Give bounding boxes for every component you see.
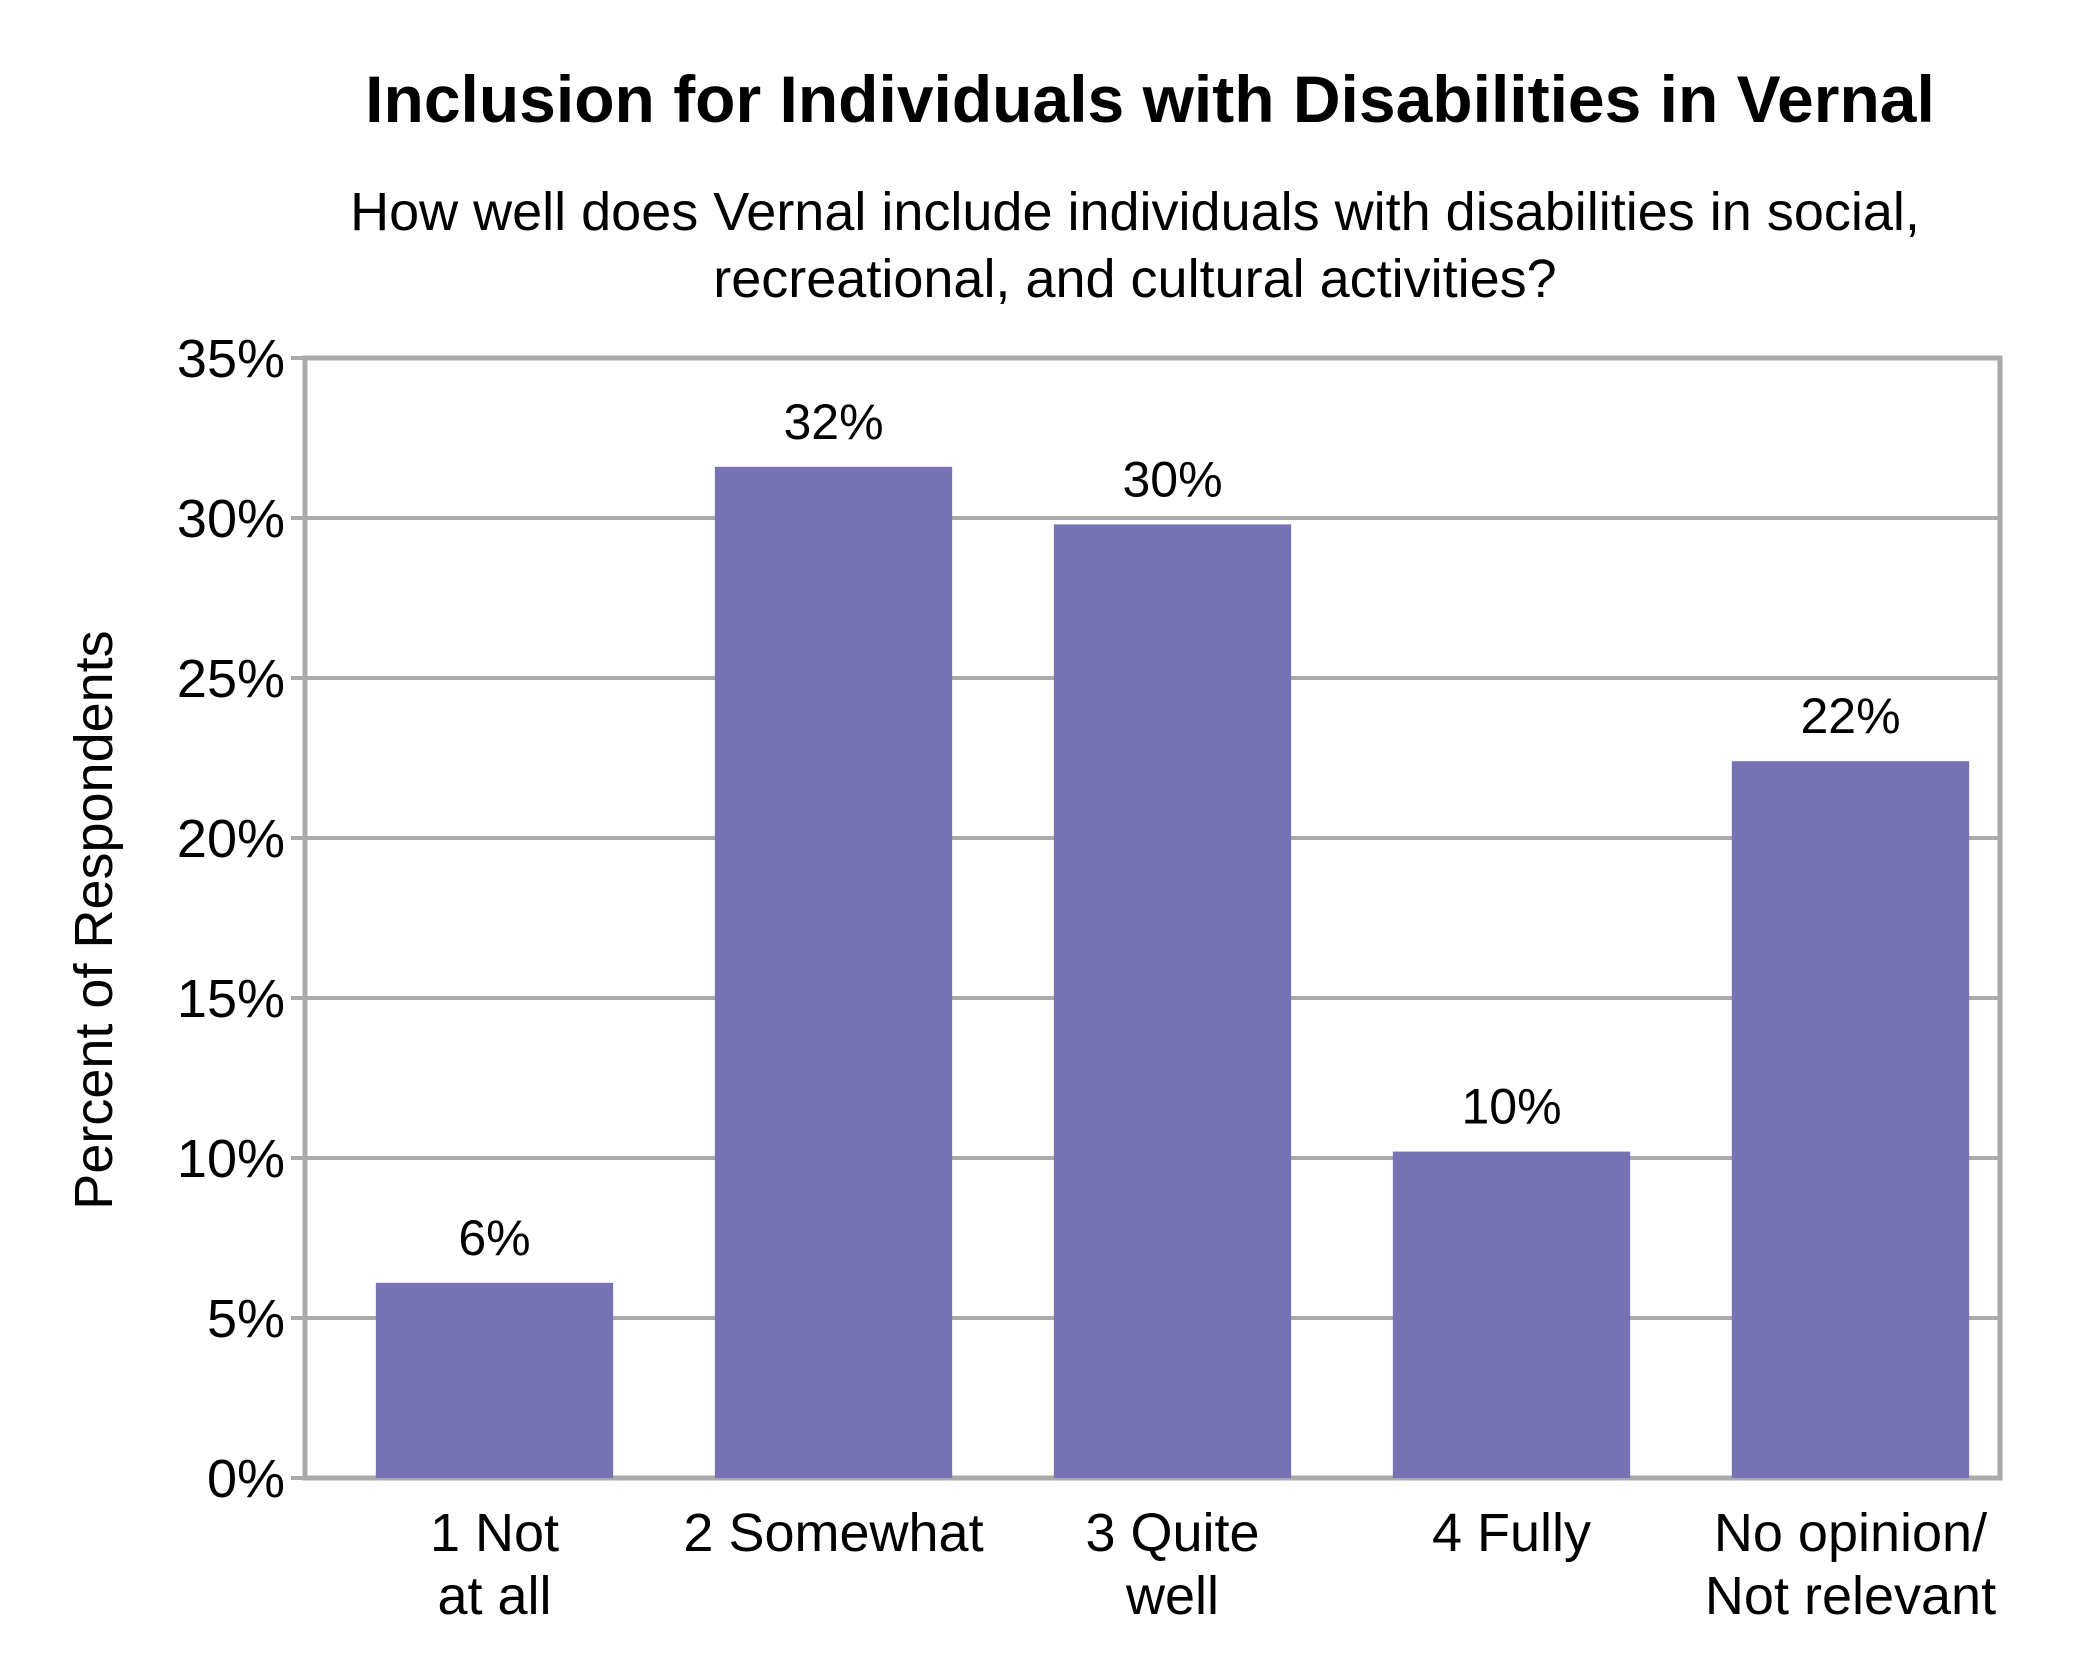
x-tick-label-1-line-0: 2 Somewhat: [683, 1503, 983, 1563]
bar-0: [375, 1282, 614, 1478]
y-tick-label-2: 10%: [177, 1129, 285, 1189]
x-tick-label-4-line-1: Not relevant: [1705, 1566, 1996, 1626]
x-tick-label-0-line-0: 1 Not: [430, 1503, 559, 1563]
y-tick-label-7: 35%: [177, 329, 285, 389]
data-label-3: 10%: [1461, 1079, 1561, 1135]
chart-subtitle-line-1: How well does Vernal include individuals…: [350, 182, 1920, 242]
y-tick-label-5: 25%: [177, 649, 285, 709]
y-tick-label-6: 30%: [177, 489, 285, 549]
data-label-2: 30%: [1122, 451, 1222, 507]
data-label-4: 22%: [1800, 688, 1900, 744]
x-tick-label-2-line-0: 3 Quite: [1085, 1503, 1259, 1563]
data-label-1: 32%: [783, 394, 883, 450]
bar-3: [1392, 1151, 1631, 1478]
y-tick-label-0: 0%: [207, 1449, 285, 1509]
bar-1: [714, 466, 953, 1478]
x-tick-label-4-line-0: No opinion/: [1714, 1503, 1987, 1563]
x-tick-label-2-line-1: well: [1125, 1566, 1219, 1626]
x-tick-label-0-line-1: at all: [437, 1566, 551, 1626]
y-tick-label-3: 15%: [177, 969, 285, 1029]
x-tick-label-3-line-0: 4 Fully: [1432, 1503, 1591, 1563]
bar-2: [1053, 524, 1292, 1478]
chart-subtitle-line-2: recreational, and cultural activities?: [713, 249, 1556, 309]
y-tick-label-4: 20%: [177, 809, 285, 869]
data-label-0: 6%: [458, 1210, 530, 1266]
bar-4: [1731, 761, 1970, 1478]
chart-title: Inclusion for Individuals with Disabilit…: [365, 62, 1935, 136]
y-axis-label: Percent of Respondents: [64, 630, 124, 1209]
y-tick-label-1: 5%: [207, 1289, 285, 1349]
